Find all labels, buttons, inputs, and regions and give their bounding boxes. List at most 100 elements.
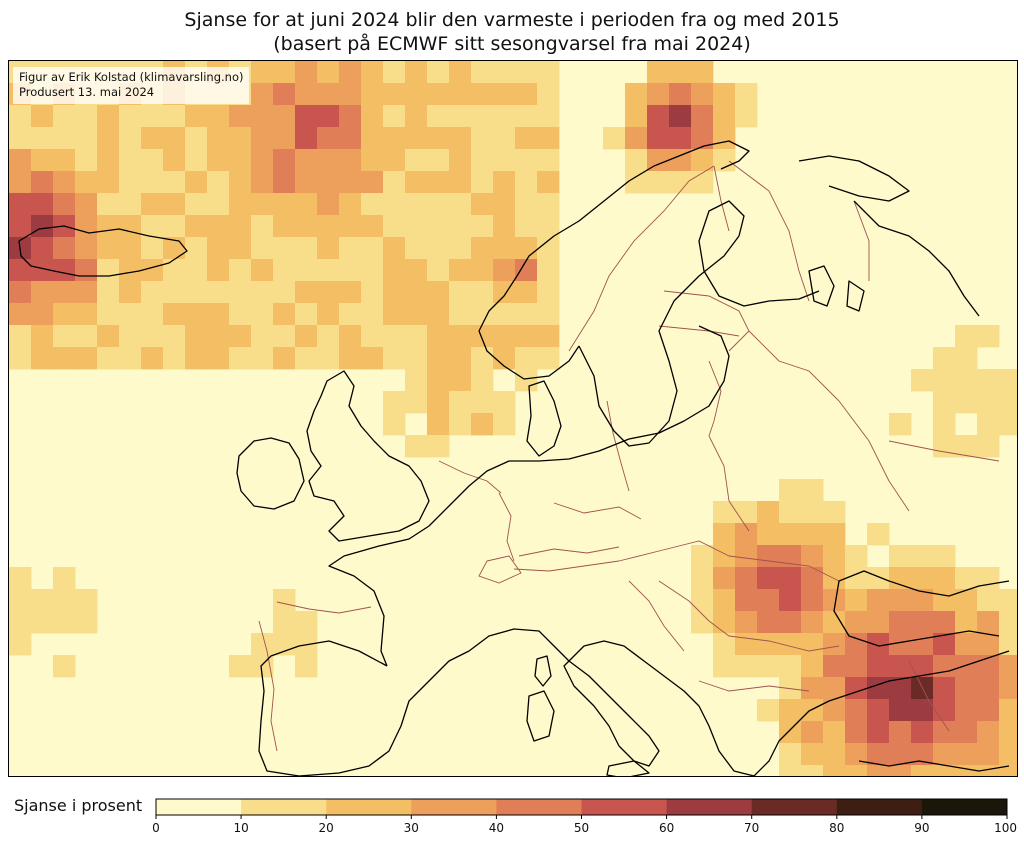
coast-black-sea — [833, 570, 1010, 647]
probability-cell — [977, 391, 1000, 414]
border-france-germany — [498, 492, 515, 562]
probability-cell — [207, 281, 230, 304]
coast-sicily — [606, 760, 650, 776]
probability-cell — [933, 677, 956, 700]
probability-cell — [713, 567, 736, 590]
probability-cell — [471, 413, 494, 436]
probability-cell — [9, 567, 32, 590]
probability-cell — [537, 83, 560, 106]
probability-cell — [31, 105, 54, 128]
probability-cell — [779, 743, 802, 766]
probability-cell — [383, 391, 406, 414]
probability-cell — [911, 699, 934, 722]
probability-cell — [339, 61, 362, 84]
probability-cell — [515, 281, 538, 304]
probability-cell — [427, 215, 450, 238]
coast-great-britain — [306, 370, 430, 542]
probability-cell — [383, 347, 406, 370]
probability-cell — [339, 193, 362, 216]
probability-cell — [339, 83, 362, 106]
probability-cell — [207, 303, 230, 326]
probability-cell — [383, 215, 406, 238]
probability-cell — [251, 237, 274, 260]
probability-cell — [383, 193, 406, 216]
probability-cell — [691, 567, 714, 590]
probability-cell — [779, 545, 802, 568]
probability-cell — [867, 633, 890, 656]
probability-cell — [405, 369, 428, 392]
probability-cell — [229, 237, 252, 260]
probability-cell — [207, 259, 230, 282]
colorbar-tick-label: 0 — [152, 821, 160, 835]
probability-cell — [955, 743, 978, 766]
probability-cell — [163, 325, 186, 348]
probability-cell — [449, 303, 472, 326]
probability-cell — [493, 413, 516, 436]
probability-cell — [845, 765, 868, 776]
probability-cell — [427, 391, 450, 414]
probability-cell — [273, 325, 296, 348]
probability-cell — [229, 259, 252, 282]
coast-white-sea — [853, 200, 980, 317]
probability-cell — [691, 149, 714, 172]
probability-cell — [75, 589, 98, 612]
probability-cell — [427, 259, 450, 282]
probability-cell — [911, 655, 934, 678]
probability-cell — [713, 589, 736, 612]
probability-cell — [119, 325, 142, 348]
probability-cell — [779, 633, 802, 656]
probability-cell — [339, 325, 362, 348]
probability-cell — [295, 83, 318, 106]
colorbar-swatch — [921, 799, 1008, 815]
probability-cell — [845, 633, 868, 656]
coast-lakes — [808, 265, 865, 312]
probability-cell — [53, 655, 76, 678]
probability-cell — [273, 215, 296, 238]
probability-cell — [251, 149, 274, 172]
probability-cell — [999, 611, 1017, 634]
probability-cell — [31, 281, 54, 304]
probability-cell — [97, 347, 120, 370]
probability-cell — [691, 105, 714, 128]
probability-cell — [999, 765, 1017, 776]
probability-cell — [53, 171, 76, 194]
probability-cell — [9, 325, 32, 348]
probability-cell — [273, 193, 296, 216]
probability-cell — [537, 61, 560, 84]
probability-cell — [229, 105, 252, 128]
probability-cell — [75, 303, 98, 326]
probability-cell — [933, 413, 956, 436]
probability-cell — [141, 105, 164, 128]
probability-cell — [669, 61, 692, 84]
probability-cell — [53, 127, 76, 150]
probability-cell — [999, 633, 1017, 656]
probability-cell — [97, 303, 120, 326]
probability-cell — [53, 589, 76, 612]
probability-cell — [757, 655, 780, 678]
probability-cell — [999, 655, 1017, 678]
probability-cell — [9, 149, 32, 172]
probability-cell — [383, 83, 406, 106]
probability-cell — [75, 281, 98, 304]
probability-cell — [735, 655, 758, 678]
border-baltics-2 — [658, 325, 740, 337]
probability-cell — [31, 237, 54, 260]
probability-cell — [537, 105, 560, 128]
probability-cell — [801, 743, 824, 766]
probability-cell — [427, 413, 450, 436]
probability-cell — [141, 127, 164, 150]
probability-cell — [933, 567, 956, 590]
probability-cell — [955, 589, 978, 612]
probability-cell — [427, 149, 450, 172]
colorbar-ticks: 0 10 20 30 40 50 60 70 80 90 100 — [152, 815, 1017, 835]
map-panel[interactable]: Figur av Erik Kolstad (klimavarsling.no)… — [8, 60, 1018, 777]
probability-cell — [295, 215, 318, 238]
probability-cell — [339, 149, 362, 172]
coast-gulf-bothnia — [698, 200, 820, 307]
probability-cell — [251, 193, 274, 216]
probability-cell — [757, 633, 780, 656]
probability-cell — [537, 127, 560, 150]
probability-cell — [999, 589, 1017, 612]
probability-cell — [471, 259, 494, 282]
probability-cell — [845, 545, 868, 568]
